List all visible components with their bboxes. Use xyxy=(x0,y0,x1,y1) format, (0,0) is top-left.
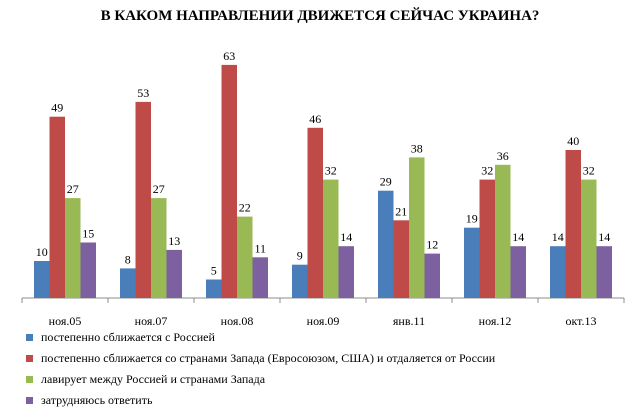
data-label-6-2: 32 xyxy=(583,164,595,178)
data-label-3-2: 32 xyxy=(325,164,337,178)
data-label-5-2: 36 xyxy=(497,149,509,163)
data-label-2-3: 11 xyxy=(254,241,266,255)
bar-6-2 xyxy=(581,179,597,298)
data-label-4-1: 21 xyxy=(395,204,407,218)
legend-item-russia: постепенно сближается с Россией xyxy=(26,327,495,348)
bar-5-3 xyxy=(510,246,526,298)
category-label-2: ноя.08 xyxy=(221,314,254,328)
bar-6-1 xyxy=(565,150,581,298)
data-label-5-1: 32 xyxy=(481,164,493,178)
data-label-0-0: 10 xyxy=(36,245,48,259)
bar-4-1 xyxy=(393,220,409,298)
category-label-6: окт.13 xyxy=(565,314,596,328)
bar-4-0 xyxy=(378,190,394,298)
data-label-1-0: 8 xyxy=(125,252,131,266)
bar-6-0 xyxy=(550,246,566,298)
legend-label-west: постепенно сближается со странами Запада… xyxy=(41,351,496,365)
bar-2-1 xyxy=(221,64,237,299)
bar-2-2 xyxy=(237,216,253,298)
data-label-1-1: 53 xyxy=(137,86,149,100)
data-label-5-0: 19 xyxy=(466,212,478,226)
category-label-4: янв.11 xyxy=(393,314,425,328)
data-label-2-1: 63 xyxy=(223,49,235,63)
data-label-4-0: 29 xyxy=(380,175,392,189)
bar-3-1 xyxy=(307,127,323,298)
data-label-2-0: 5 xyxy=(211,264,217,278)
category-label-0: ноя.05 xyxy=(49,314,82,328)
bar-2-3 xyxy=(252,257,268,298)
data-label-0-1: 49 xyxy=(51,101,63,115)
bar-4-2 xyxy=(409,157,425,298)
legend-item-balance: лавирует между Россией и странами Запада xyxy=(26,369,495,390)
bar-5-0 xyxy=(464,227,480,298)
data-label-2-2: 22 xyxy=(239,201,251,215)
data-label-1-3: 13 xyxy=(168,234,180,248)
bar-5-1 xyxy=(479,179,495,298)
bar-2-0 xyxy=(206,279,222,298)
bar-1-0 xyxy=(120,268,136,298)
data-label-6-1: 40 xyxy=(567,134,579,148)
data-label-4-3: 12 xyxy=(426,238,438,252)
bar-6-3 xyxy=(596,246,612,298)
category-label-5: ноя.12 xyxy=(479,314,512,328)
bar-1-2 xyxy=(151,198,167,298)
bar-4-3 xyxy=(424,253,440,298)
bar-3-2 xyxy=(323,179,339,298)
data-label-3-0: 9 xyxy=(297,249,303,263)
data-label-5-3: 14 xyxy=(512,230,524,244)
bar-3-0 xyxy=(292,264,308,298)
data-label-4-2: 38 xyxy=(411,141,423,155)
bar-0-2 xyxy=(65,198,81,298)
bar-0-3 xyxy=(80,242,96,298)
bar-3-3 xyxy=(338,246,354,298)
bar-0-1 xyxy=(49,116,65,298)
data-label-6-3: 14 xyxy=(598,230,610,244)
legend: постепенно сближается с Россией постепен… xyxy=(26,327,495,411)
data-label-6-0: 14 xyxy=(552,230,564,244)
legend-item-west: постепенно сближается со странами Запада… xyxy=(26,348,495,369)
legend-swatch-undecided xyxy=(26,397,33,404)
chart-title: В КАКОМ НАПРАВЛЕНИИ ДВИЖЕТСЯ СЕЙЧАС УКРА… xyxy=(100,8,540,24)
bar-1-1 xyxy=(135,101,151,299)
category-label-1: ноя.07 xyxy=(135,314,168,328)
data-label-3-3: 14 xyxy=(340,230,352,244)
legend-swatch-west xyxy=(26,355,33,362)
data-label-1-2: 27 xyxy=(153,182,165,196)
bar-0-0 xyxy=(34,261,50,298)
legend-label-russia: постепенно сближается с Россией xyxy=(41,330,215,344)
legend-swatch-balance xyxy=(26,376,33,383)
data-label-0-3: 15 xyxy=(82,227,94,241)
legend-label-balance: лавирует между Россией и странами Запада xyxy=(41,372,266,386)
legend-swatch-russia xyxy=(26,334,33,341)
data-label-0-2: 27 xyxy=(67,182,79,196)
legend-item-undecided: затрудняюсь ответить xyxy=(26,390,495,411)
category-label-3: ноя.09 xyxy=(307,314,340,328)
bar-1-3 xyxy=(166,249,182,298)
bar-chart: 10 49 27 15 ноя.05 8 53 27 13 ноя.07 5 63 22 11 ноя.08… xyxy=(21,49,625,328)
bar-5-2 xyxy=(495,164,511,298)
legend-label-undecided: затрудняюсь ответить xyxy=(41,393,153,407)
data-label-3-1: 46 xyxy=(309,112,321,126)
